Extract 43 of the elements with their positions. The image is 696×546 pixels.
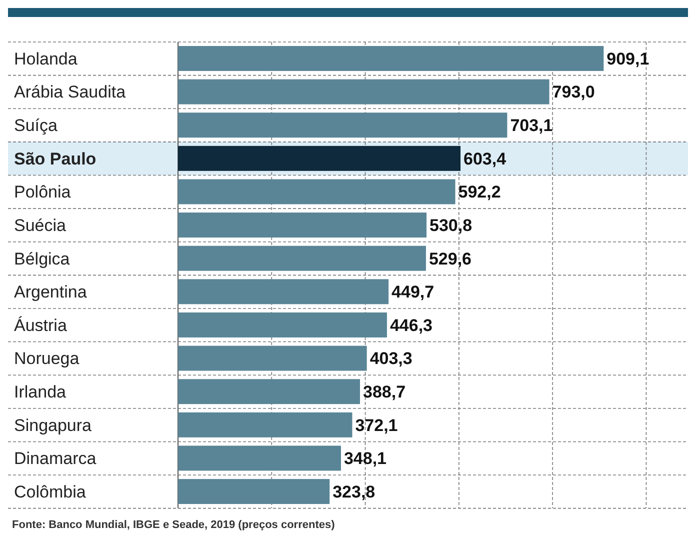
data-label: 323,8 [332,482,376,502]
y-tick-label: Arábia Saudita [14,82,126,102]
y-tick-label: Suíça [14,116,58,136]
bar [178,79,550,104]
bar [178,179,456,204]
data-label: 446,3 [390,316,433,335]
data-label: 603,4 [464,149,507,168]
bar [178,412,352,438]
data-label: 530,8 [430,216,472,235]
data-label: 449,7 [392,282,434,302]
data-label: 388,7 [362,382,406,402]
bar [178,346,367,371]
y-tick-label: Irlanda [14,382,67,402]
y-tick-label: Suécia [14,216,67,235]
y-tick-label: Polônia [14,182,72,202]
bar [178,46,604,71]
bar [178,279,389,304]
bar [178,146,461,171]
data-label: 372,1 [355,416,398,435]
y-tick-label: Colômbia [14,482,86,502]
bar [178,479,330,504]
y-tick-label: Singapura [14,416,92,435]
data-label: 348,1 [344,449,387,468]
bar [178,212,427,238]
data-label: 703,1 [510,116,553,136]
data-label: 592,2 [458,182,501,202]
bar [178,379,360,404]
data-label: 403,3 [370,349,412,368]
bar [178,112,508,138]
data-label: 529,6 [428,249,472,268]
bar [178,312,387,338]
data-label: 793,0 [552,82,595,102]
y-tick-label: São Paulo [14,149,96,168]
source-note: Fonte: Banco Mundial, IBGE e Seade, 2019 (preços correntes) [12,519,336,531]
y-tick-label: Noruega [14,349,80,368]
y-tick-label: Holanda [14,49,78,68]
bar [178,246,426,271]
data-label: 909,1 [606,49,650,68]
y-tick-label: Argentina [14,282,88,302]
y-tick-label: Dinamarca [14,449,97,468]
y-tick-label: Áustria [14,316,68,335]
y-tick-label: Bélgica [14,249,70,268]
bar [178,446,341,471]
